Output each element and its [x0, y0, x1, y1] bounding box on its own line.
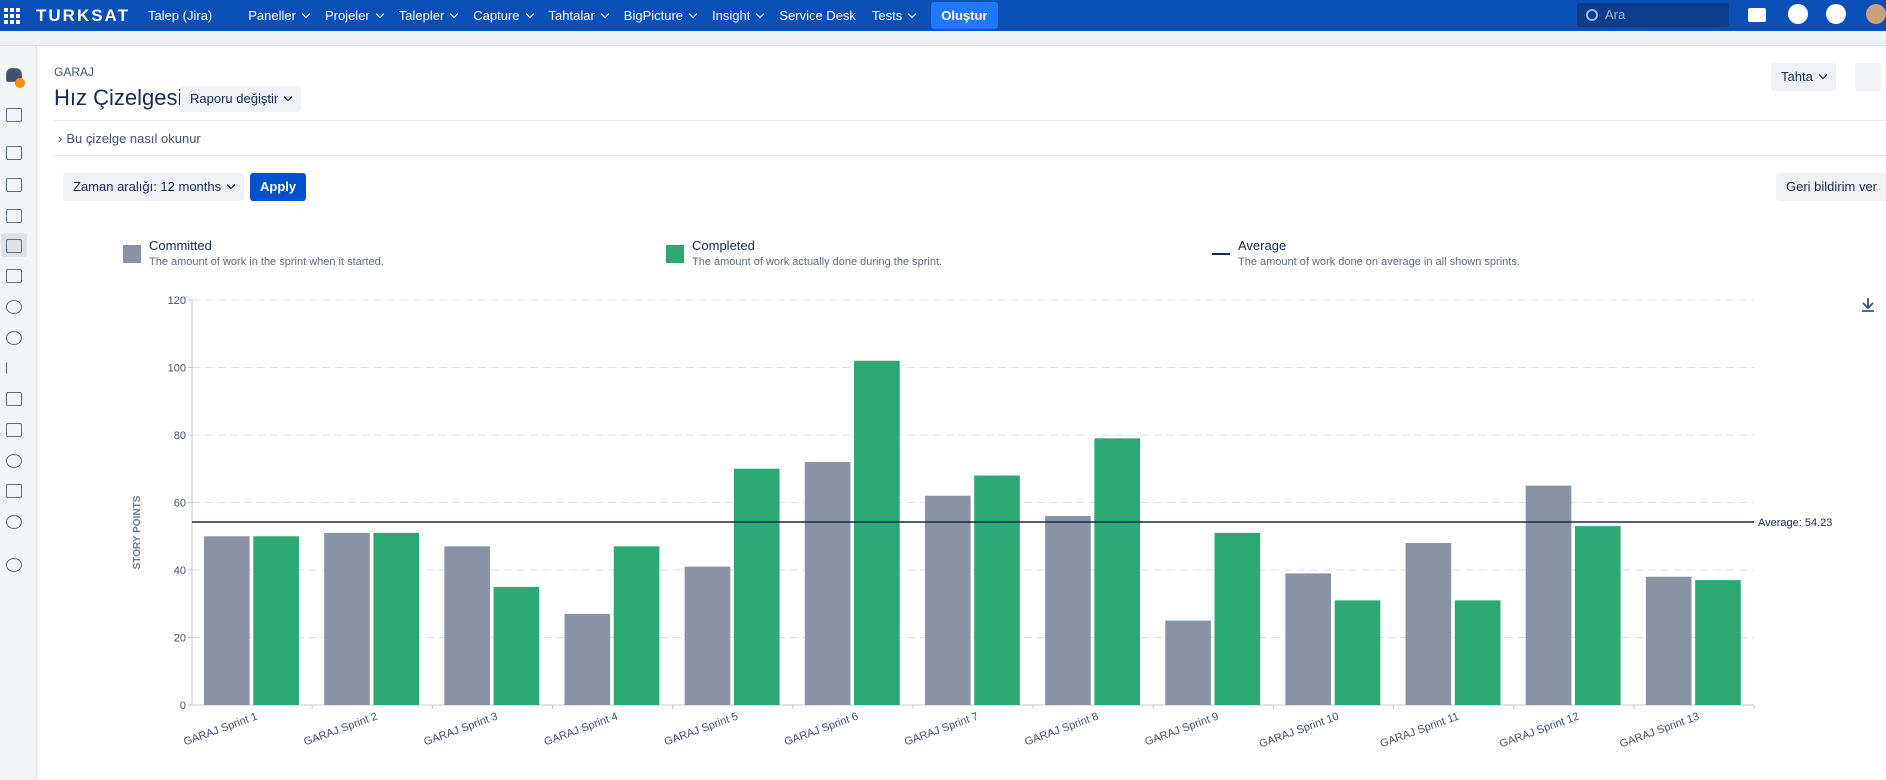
bar	[1575, 526, 1621, 705]
bar	[974, 476, 1020, 706]
divider	[54, 155, 1886, 156]
bar	[1045, 516, 1091, 705]
bar	[564, 614, 610, 705]
bar	[925, 496, 971, 705]
sidebar-icon[interactable]	[6, 146, 22, 160]
nav-item[interactable]: Service Desk	[779, 8, 856, 23]
y-tick-label: 80	[174, 430, 186, 442]
bar	[854, 361, 900, 705]
bar	[324, 533, 370, 705]
bar	[805, 462, 851, 705]
x-tick-label: GARAJ Sprint 1	[182, 711, 259, 749]
button-label: Geri bildirim ver	[1786, 179, 1877, 194]
notifications-icon[interactable]	[1748, 8, 1766, 22]
bar	[1526, 486, 1572, 705]
sidebar-icon[interactable]	[6, 178, 22, 192]
fullscreen-button[interactable]	[1855, 63, 1881, 91]
product-name[interactable]: Talep (Jira)	[148, 8, 212, 23]
y-tick-label: 60	[174, 498, 186, 510]
help-icon[interactable]	[1788, 4, 1808, 24]
help-link[interactable]: ›Bu çizelge nasıl okunur	[58, 131, 201, 146]
help-link-label: Bu çizelge nasıl okunur	[66, 131, 200, 146]
y-tick-label: 20	[174, 633, 186, 645]
x-tick-label: GARAJ Sprint 7	[903, 711, 980, 749]
bar	[1215, 533, 1261, 705]
app-switcher[interactable]	[4, 8, 20, 24]
bar	[1335, 600, 1381, 705]
bar	[734, 469, 780, 705]
create-button[interactable]: Oluştur	[931, 2, 997, 29]
x-tick-label: GARAJ Sprint 6	[783, 711, 860, 749]
bar	[1094, 438, 1140, 705]
bar	[1695, 580, 1741, 705]
bar	[1406, 543, 1452, 705]
nav-item[interactable]: Capture	[473, 8, 532, 23]
time-range-select[interactable]: Zaman aralığı: 12 months	[63, 173, 244, 201]
nav-items: Paneller Projeler Talepler Capture Tahtalar B…	[248, 8, 931, 23]
bar	[494, 587, 540, 705]
feedback-button[interactable]: Geri bildirim ver	[1776, 173, 1886, 201]
x-tick-label: GARAJ Sprint 3	[422, 711, 499, 749]
sidebar-icon[interactable]	[6, 108, 22, 122]
button-label: Zaman aralığı: 12 months	[73, 179, 221, 194]
x-tick-label: GARAJ Sprint 8	[1023, 711, 1100, 749]
bar	[1455, 600, 1501, 705]
bar	[373, 533, 419, 705]
y-axis-label: STORY POINTS	[132, 495, 143, 569]
logo[interactable]: TURKSAT	[36, 6, 130, 26]
nav-item[interactable]: Paneller	[248, 8, 309, 23]
nav-item[interactable]: Tahtalar	[549, 8, 608, 23]
nav-item[interactable]: Projeler	[325, 8, 383, 23]
board-button[interactable]: Tahta	[1771, 63, 1836, 91]
settings-icon[interactable]	[1826, 4, 1846, 24]
average-label: Average: 54.23	[1758, 517, 1832, 529]
bar	[1285, 573, 1331, 705]
search-box[interactable]: Ara	[1577, 3, 1729, 27]
divider	[54, 120, 1886, 121]
bar	[1165, 621, 1211, 705]
nav-item[interactable]: Talepler	[399, 8, 458, 23]
chart: 0 20 40 60 80 100 120 STORY POINTS GARAJ Sprint …	[0, 230, 1886, 780]
badge	[15, 78, 25, 88]
bar	[444, 546, 490, 705]
avatar[interactable]	[1866, 4, 1886, 24]
x-tick-label: GARAJ Sprint 12	[1498, 711, 1581, 751]
bar	[685, 567, 731, 705]
y-tick-label: 40	[174, 565, 186, 577]
x-tick-label: GARAJ Sprint 4	[543, 711, 620, 749]
x-tick-label: GARAJ Sprint 9	[1143, 711, 1220, 749]
page-title: Hız Çizelgesi	[54, 85, 182, 111]
x-tick-label: GARAJ Sprint 10	[1258, 711, 1341, 751]
bar	[204, 536, 250, 705]
button-label: Raporu değiştir	[190, 91, 278, 106]
bar	[253, 536, 299, 705]
nav-item[interactable]: BigPicture	[624, 8, 696, 23]
x-tick-label: GARAJ Sprint 11	[1379, 711, 1461, 751]
y-tick-label: 0	[180, 700, 186, 712]
top-strip	[0, 31, 1886, 46]
apply-button[interactable]: Apply	[250, 173, 306, 201]
download-icon[interactable]	[1862, 298, 1874, 311]
button-label: Tahta	[1781, 69, 1813, 84]
search-placeholder: Ara	[1605, 7, 1625, 22]
x-tick-label: GARAJ Sprint 2	[302, 711, 379, 749]
breadcrumb[interactable]: GARAJ	[54, 65, 94, 79]
change-report-button[interactable]: Raporu değiştir	[180, 86, 301, 112]
top-nav: TURKSAT Talep (Jira) Paneller Projeler Tal…	[0, 0, 1886, 31]
y-tick-label: 100	[168, 363, 186, 375]
bar	[1646, 577, 1692, 705]
nav-item[interactable]: Insight	[712, 8, 763, 23]
x-tick-label: GARAJ Sprint 5	[663, 711, 740, 749]
button-label: Apply	[260, 179, 296, 194]
bar	[614, 546, 660, 705]
nav-item[interactable]: Tests	[872, 8, 915, 23]
x-tick-label: GARAJ Sprint 13	[1618, 711, 1701, 751]
y-tick-label: 120	[168, 295, 186, 307]
sidebar-icon[interactable]	[6, 209, 22, 223]
